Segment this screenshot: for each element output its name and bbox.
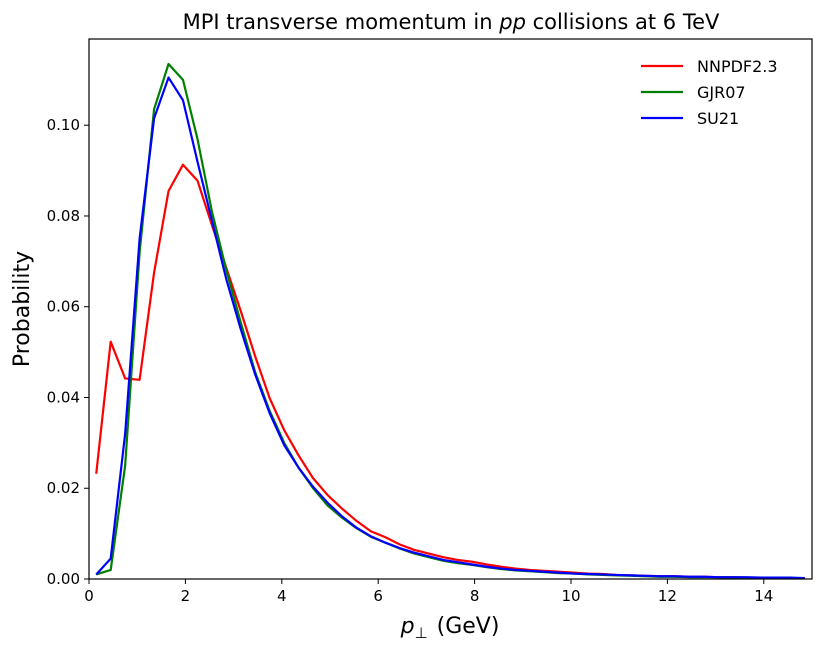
plot-area-frame bbox=[88, 38, 813, 580]
x-axis-label: p⊥ (GeV) bbox=[400, 614, 500, 642]
x-axis-label-symbol: p bbox=[400, 614, 415, 639]
x-tick-label: 12 bbox=[658, 587, 677, 605]
chart-title: MPI transverse momentum in pp collisions… bbox=[183, 10, 720, 34]
chart-title-part-2: pp bbox=[498, 10, 526, 34]
x-axis-label-subscript: ⊥ bbox=[415, 624, 428, 642]
series-layer bbox=[95, 62, 805, 580]
y-tick-label: 0.06 bbox=[47, 298, 80, 316]
legend: NNPDF2.3 GJR07 SU21 bbox=[641, 57, 778, 128]
legend-label: GJR07 bbox=[697, 83, 746, 102]
x-tick-label: 2 bbox=[181, 587, 191, 605]
y-tick-label: 0.00 bbox=[47, 570, 80, 588]
legend-label: SU21 bbox=[697, 109, 739, 128]
x-tick-label: 6 bbox=[373, 587, 383, 605]
series-line-nnpdf2-3 bbox=[95, 163, 805, 580]
x-tick-label: 10 bbox=[561, 587, 580, 605]
y-tick-label: 0.02 bbox=[47, 479, 80, 497]
x-axis-ticks: 0 2 4 6 8 10 12 14 bbox=[84, 579, 773, 605]
x-tick-label: 4 bbox=[277, 587, 287, 605]
y-axis-ticks: 0.00 0.02 0.04 0.06 0.08 0.10 bbox=[47, 116, 89, 588]
chart-title-part-1: MPI transverse momentum in bbox=[183, 10, 500, 34]
y-axis-label: Probability bbox=[10, 251, 35, 367]
y-tick-label: 0.08 bbox=[47, 207, 80, 225]
series-line-su21 bbox=[95, 76, 805, 580]
x-axis-label-unit: (GeV) bbox=[437, 614, 500, 639]
y-tick-label: 0.10 bbox=[47, 116, 80, 134]
legend-label: NNPDF2.3 bbox=[697, 57, 778, 76]
chart-title-part-3: collisions at 6 TeV bbox=[526, 10, 720, 34]
x-tick-label: 0 bbox=[84, 587, 94, 605]
x-tick-label: 14 bbox=[754, 587, 773, 605]
x-tick-label: 8 bbox=[470, 587, 480, 605]
y-tick-label: 0.04 bbox=[47, 388, 80, 406]
series-line-gjr07 bbox=[95, 62, 805, 580]
